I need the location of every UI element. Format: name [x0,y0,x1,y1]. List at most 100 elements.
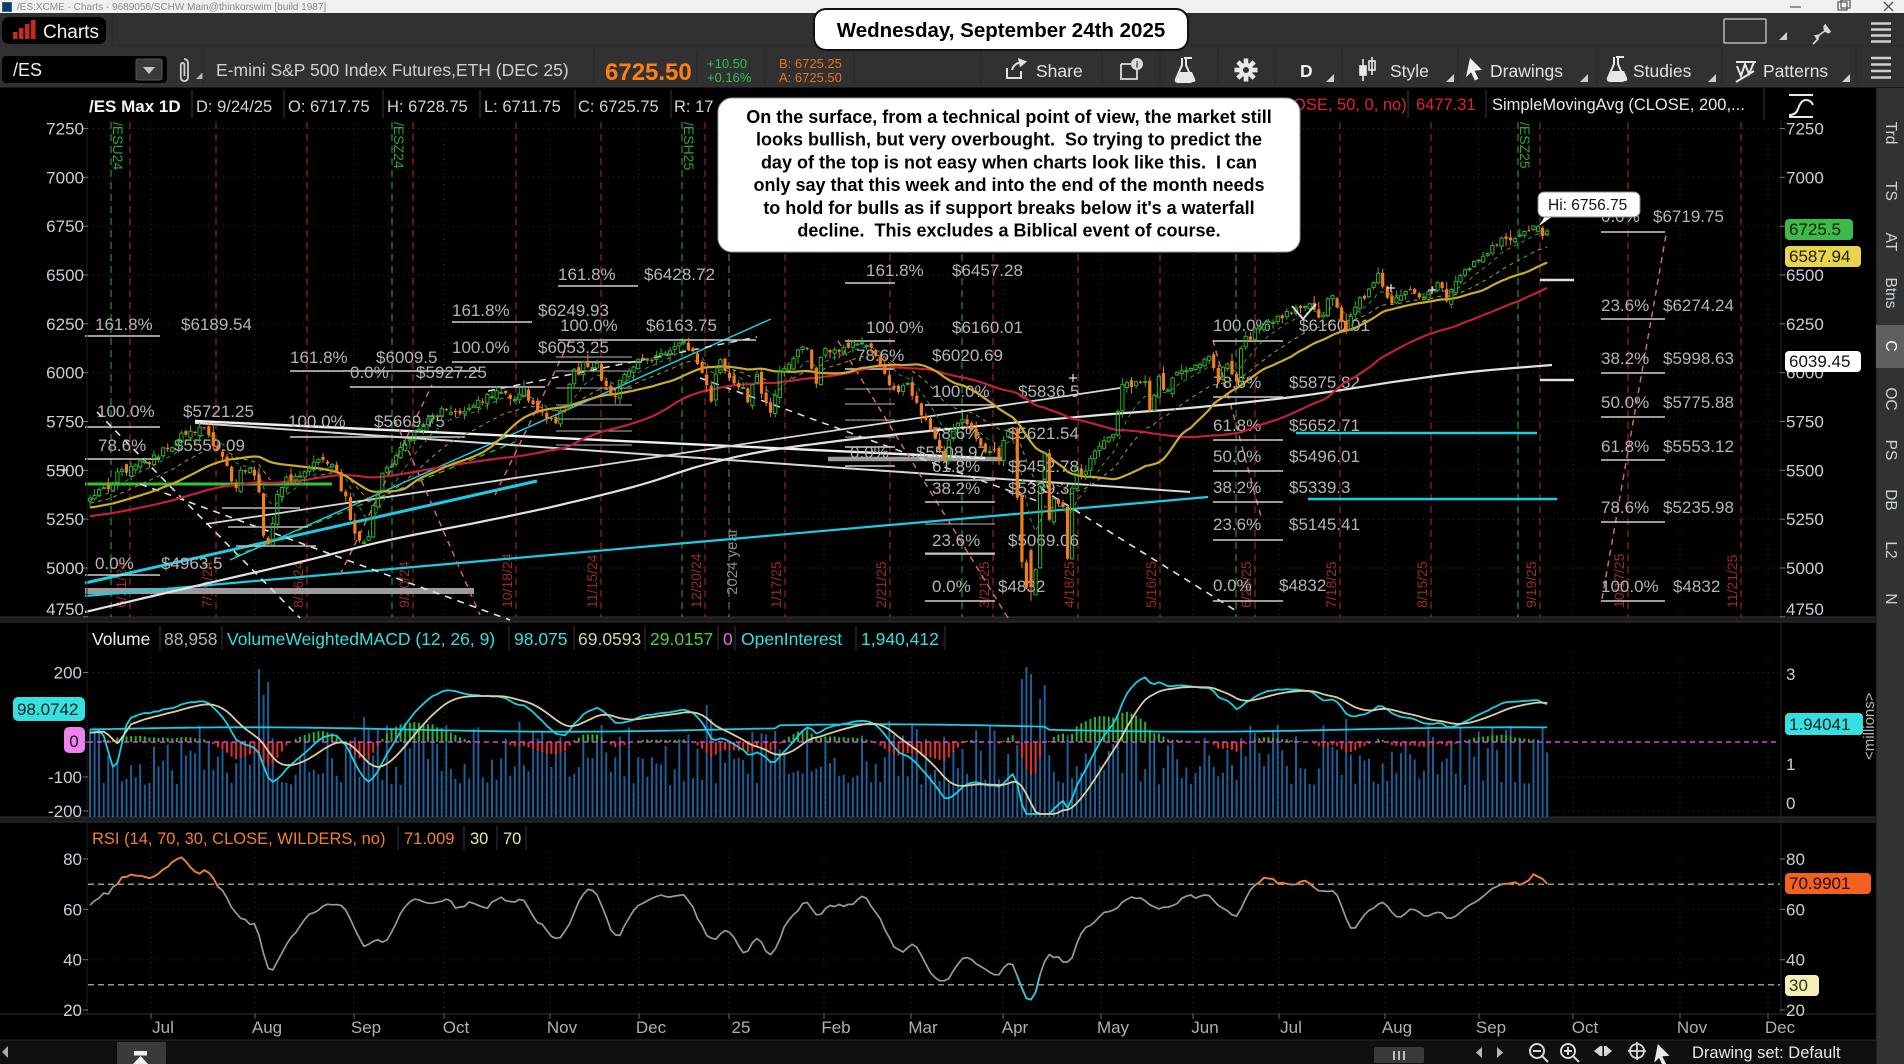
svg-text:50.0%: 50.0% [1213,447,1261,466]
svg-text:78.6%: 78.6% [1601,498,1649,517]
svg-text:6250: 6250 [1786,315,1824,334]
svg-text:0: 0 [1786,794,1795,813]
svg-text:0.0%: 0.0% [1213,576,1252,595]
svg-text:Dec: Dec [1765,1018,1796,1037]
svg-text:161.8%: 161.8% [558,265,616,284]
svg-text:38.2%: 38.2% [1213,478,1261,497]
svg-text:May: May [1097,1018,1130,1037]
svg-text:6477.31: 6477.31 [1416,96,1476,114]
svg-text:70: 70 [503,830,521,848]
svg-text:looks bullish, but very overbo: looks bullish, but very overbought. So t… [756,130,1262,150]
svg-text:Nov: Nov [547,1018,578,1037]
svg-text:4/18/25: 4/18/25 [1061,561,1077,608]
svg-text:0.0%: 0.0% [350,363,389,382]
svg-text:2024 year: 2024 year [724,528,741,595]
svg-text:78.6%: 78.6% [1213,373,1261,392]
svg-text:98.075: 98.075 [514,629,568,649]
svg-text:5500: 5500 [1786,461,1824,480]
svg-text:30: 30 [470,830,488,848]
svg-text:Drawings: Drawings [1490,61,1563,81]
svg-text:O: 6717.75: O: 6717.75 [288,98,370,116]
svg-text:5750: 5750 [1786,413,1824,432]
svg-text:12/20/24: 12/20/24 [688,553,704,608]
svg-text:H: 6728.75: H: 6728.75 [387,98,468,116]
svg-text:71.009: 71.009 [404,830,454,848]
svg-text:1/17/25: 1/17/25 [768,561,784,608]
svg-text:Share: Share [1036,61,1083,81]
svg-text:60: 60 [63,900,82,919]
svg-text:23.6%: 23.6% [1601,296,1649,315]
svg-text:+0.16%: +0.16% [707,70,752,85]
svg-text:$6160.01: $6160.01 [952,318,1023,337]
svg-text:i: i [1136,60,1139,70]
svg-text:10/18/24: 10/18/24 [499,553,515,608]
svg-text:2/21/25: 2/21/25 [873,561,889,608]
svg-text:30: 30 [1789,976,1808,995]
svg-text:5/16/25: 5/16/25 [1143,561,1159,608]
svg-text:$5508.97: $5508.97 [916,443,987,462]
svg-text:6500: 6500 [46,266,84,285]
svg-text:$5559.09: $5559.09 [174,436,245,455]
svg-text:$5339.3: $5339.3 [1289,478,1350,497]
svg-text:Patterns: Patterns [1763,61,1828,81]
svg-text:100.0%: 100.0% [452,338,510,357]
svg-text:7250: 7250 [1786,120,1824,139]
svg-text:/ESU24: /ESU24 [110,122,126,170]
svg-text:88,958: 88,958 [164,629,218,649]
svg-text:161.8%: 161.8% [290,348,348,367]
svg-text:/ESH25: /ESH25 [681,122,697,170]
svg-text:$6274.24: $6274.24 [1663,296,1734,315]
svg-text:$5496.01: $5496.01 [1289,447,1360,466]
svg-text:Sep: Sep [1476,1018,1506,1037]
svg-text:38.2%: 38.2% [1601,349,1649,368]
svg-text:OC: OC [1882,387,1899,410]
svg-text:$5875.82: $5875.82 [1289,373,1360,392]
svg-text:6587.94: 6587.94 [1789,247,1850,266]
svg-text:Style: Style [1390,61,1429,81]
svg-text:70.9901: 70.9901 [1789,874,1850,893]
svg-text:N: N [1882,593,1899,604]
svg-text:Aug: Aug [1382,1018,1412,1037]
svg-text:8/16/24: 8/16/24 [290,561,306,608]
svg-text:8/15/25: 8/15/25 [1414,561,1430,608]
svg-text:5000: 5000 [1786,559,1824,578]
svg-text:/ES Max 1D: /ES Max 1D [89,97,181,116]
svg-text:9/19/25: 9/19/25 [1523,561,1539,608]
svg-text:SimpleMovingAvg (CLOSE, 200,..: SimpleMovingAvg (CLOSE, 200,... [1492,96,1745,114]
svg-text:4750: 4750 [1786,600,1824,619]
svg-text:25: 25 [732,1018,751,1037]
svg-text:Hi: 6756.75: Hi: 6756.75 [1548,197,1627,214]
svg-text:40: 40 [1786,951,1805,970]
svg-text:-100: -100 [48,768,82,787]
svg-text:/ES:XCME - Charts - 9689056/SC: /ES:XCME - Charts - 9689056/SCHW Main@th… [17,2,326,13]
svg-text:Drawing set: Default: Drawing set: Default [1692,1044,1841,1062]
svg-text:0: 0 [69,732,78,751]
svg-text:100.0%: 100.0% [1601,577,1659,596]
svg-text:DB: DB [1882,489,1899,511]
svg-text:$4832: $4832 [1673,577,1720,596]
svg-text:38.2%: 38.2% [932,479,980,498]
svg-text:61.8%: 61.8% [1601,437,1649,456]
svg-text:100.0%: 100.0% [560,316,618,335]
svg-text:$5553.12: $5553.12 [1663,437,1734,456]
svg-text:29.0157: 29.0157 [650,629,713,649]
svg-text:5250: 5250 [46,510,84,529]
svg-text:$5621.54: $5621.54 [1008,424,1079,443]
svg-text:0.0%: 0.0% [95,554,134,573]
svg-text:$5652.71: $5652.71 [1289,416,1360,435]
svg-text:9/20/24: 9/20/24 [396,561,412,608]
svg-text:Nov: Nov [1677,1018,1708,1037]
svg-text:$4832: $4832 [998,577,1045,596]
svg-text:80: 80 [63,850,82,869]
svg-text:78.6%: 78.6% [98,436,146,455]
svg-text:Charts: Charts [43,22,99,43]
svg-text:6000: 6000 [46,364,84,383]
svg-text:6750: 6750 [46,217,84,236]
svg-text:D: 9/24/25: D: 9/24/25 [196,98,272,116]
svg-text:1,940,412: 1,940,412 [861,629,939,649]
svg-text:$5998.63: $5998.63 [1663,349,1734,368]
svg-text:60: 60 [1786,900,1805,919]
svg-text:TS: TS [1882,181,1899,201]
svg-text:$5235.98: $5235.98 [1663,498,1734,517]
svg-text:<millions>: <millions> [1861,692,1878,760]
